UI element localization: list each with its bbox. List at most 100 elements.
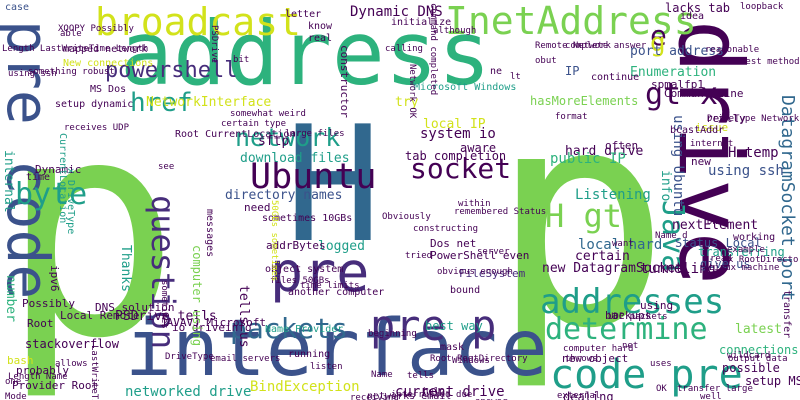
- word-know: know: [308, 21, 333, 32]
- word-dns: DNS: [707, 217, 724, 227]
- word-running: running: [288, 349, 331, 360]
- word-receives-udp: receives UDP: [64, 123, 130, 133]
- word-allows: allows: [55, 359, 88, 369]
- word-bound: bound: [450, 285, 481, 296]
- word-format: format: [555, 112, 588, 122]
- word-logged: logged: [318, 239, 365, 254]
- word-real: real: [308, 33, 333, 44]
- word-certain: certain: [575, 249, 630, 264]
- word-determine: determine: [545, 312, 708, 347]
- word-drivetype: DriveType: [165, 352, 214, 362]
- word-number: number: [3, 275, 18, 322]
- word-using-ssh: using ssh: [708, 163, 784, 179]
- word-broadcast: broadcast: [95, 0, 301, 44]
- word-hasmoreelements: hasMoreElements: [530, 94, 639, 108]
- word-root: Root: [27, 317, 54, 330]
- word-another-computer: another computer: [288, 287, 385, 298]
- word-dynamic: Dynamic: [35, 163, 82, 176]
- word-aware: aware: [460, 141, 497, 155]
- word-addresses: addresses: [540, 282, 725, 322]
- word-packets: packets: [230, 312, 349, 345]
- word-output-data: output data: [728, 354, 788, 364]
- word-local-ip: local IP: [423, 117, 486, 132]
- word-info: info: [658, 170, 673, 202]
- word-name-d: Name d: [655, 231, 688, 241]
- word-io-driveinfo: io driveinfo: [172, 321, 252, 334]
- word-networkinterface: NetworkInterface: [146, 95, 272, 110]
- word-p: p: [490, 45, 671, 394]
- word-bcastaddr: bcastAddr: [670, 125, 725, 136]
- word-server: server: [477, 247, 510, 257]
- word-length-lastwritetime-length: Length LastWriteTime Length: [2, 44, 149, 54]
- word-dynamic-dns: Dynamic DNS: [350, 4, 443, 20]
- word-dos-net: Dos net: [430, 237, 477, 250]
- word-internet: internet: [690, 139, 734, 149]
- word-possibly: Possibly: [22, 297, 75, 310]
- word-connections-will: connections will: [719, 343, 800, 357]
- word-windows: Windows: [452, 356, 490, 366]
- word-bit: bit: [233, 55, 250, 65]
- word-local-hard: local hard: [578, 237, 663, 253]
- word-issue: issue: [695, 121, 729, 134]
- word-obvious-enough: obvious enough: [437, 267, 513, 277]
- word-although: although: [433, 26, 477, 36]
- word-reasonable: reasonable: [705, 45, 760, 55]
- word-example: example: [727, 245, 765, 255]
- word-address: address: [120, 2, 491, 105]
- word-want: want: [612, 239, 634, 249]
- word-addrbytes: addrBytes: [266, 239, 326, 252]
- word-networks-email: networks email: [367, 391, 452, 400]
- word-letter: letter: [285, 9, 322, 20]
- word-filesystem: FileSystem: [459, 267, 526, 280]
- word-transfer: transfer: [781, 290, 792, 339]
- word-new-datagramsocket: new DatagramSocket: [542, 261, 683, 276]
- word-somewhat-weird: somewhat weird: [230, 109, 306, 119]
- word-current-drive: current drive: [395, 384, 505, 400]
- word-ms-dos: MS Dos: [90, 84, 127, 95]
- word-sometimes: sometimes: [159, 280, 169, 329]
- word-tunneling: tunneling: [640, 261, 716, 277]
- word-pre: pre: [270, 240, 370, 304]
- word-linux-machine: Linux machine: [709, 263, 780, 273]
- word-h: H: [285, 91, 382, 278]
- word-name-provider: Name Provider: [265, 324, 344, 335]
- word-email-servers: email servers: [210, 354, 281, 364]
- word-often: often: [605, 139, 639, 152]
- word-interrupted-due: interrupted due: [391, 390, 473, 400]
- word-psdrive-tells: PSDrive tells: [115, 309, 217, 324]
- word-continue: continue: [591, 72, 640, 83]
- word-datagramsocket-port: DatagramSocket port: [777, 95, 798, 301]
- word-tried: tried: [405, 251, 433, 261]
- word-using: using: [640, 299, 674, 312]
- word-networked-drive: networked drive: [125, 384, 252, 400]
- word-status-local: Status Local: [675, 236, 762, 250]
- word-bash: bash: [7, 354, 34, 367]
- word-transferring: transferring: [698, 245, 785, 259]
- word-command-completed: command completed: [428, 3, 438, 96]
- word-something-robust: something robust: [28, 67, 115, 77]
- word-idea: idea: [680, 11, 705, 22]
- word-setup-ms: setup MS: [745, 374, 800, 388]
- word-receiving: receiving: [350, 393, 399, 400]
- word-time: time: [26, 172, 51, 183]
- word-obviously: Obviously: [382, 212, 431, 222]
- word-help: help: [423, 387, 445, 397]
- word-h-temp: H temp: [728, 145, 779, 161]
- word-complete-answer: complete answer: [565, 41, 647, 51]
- word-50gbs-sometimes: 50GBs sometimes: [269, 200, 279, 282]
- word-constructing: constructing: [413, 224, 479, 234]
- word-external: external: [557, 391, 601, 400]
- word-udp-packets: UDP packets: [608, 312, 668, 322]
- word-transfer-large: transfer large: [677, 384, 753, 394]
- word-drivetype-network: DriveType Network: [707, 114, 800, 124]
- word-root-rootdirectory: Root RootDirectory: [430, 354, 528, 364]
- word-setup-dynamic: setup dynamic: [55, 99, 134, 110]
- word-lacks-tab: lacks tab: [665, 1, 731, 15]
- word-hard-drive: hard drive: [565, 144, 644, 159]
- word-obut: obut: [535, 56, 557, 66]
- word-root-currentlocation: Root CurrentLocation: [175, 129, 296, 140]
- word-code-pre: code pre: [550, 352, 743, 398]
- word-stackoverflow: stackoverflow: [25, 337, 119, 351]
- word-able: able: [60, 29, 82, 39]
- word-new-object: new object: [562, 352, 629, 365]
